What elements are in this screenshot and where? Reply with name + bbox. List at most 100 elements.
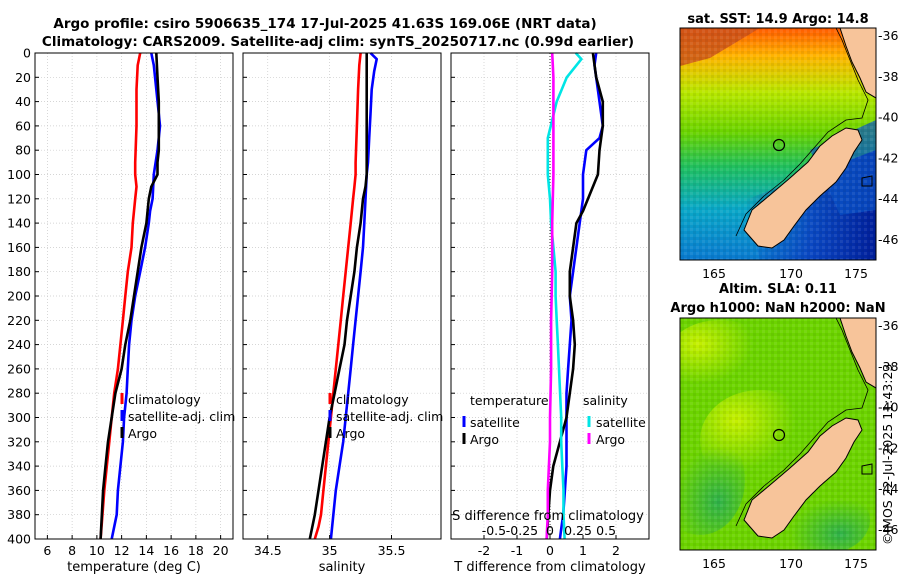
sla-map-lon-tick: 175 bbox=[844, 556, 868, 571]
sst-map-frame bbox=[679, 27, 877, 261]
temperature-legend-label: Argo bbox=[128, 426, 157, 441]
difference-xtick-label: -2 bbox=[478, 543, 490, 558]
s-difference-label: S difference from climatology bbox=[452, 509, 644, 524]
salinity-xtick-label: 35.5 bbox=[378, 543, 406, 558]
sst-map-lon-tick: 165 bbox=[702, 266, 726, 281]
chatham-marker-2 bbox=[861, 463, 873, 475]
salinity-legend-label: satellite-adj. clim bbox=[336, 409, 443, 424]
sla-map-lon-tick: 170 bbox=[779, 556, 803, 571]
chatham-marker bbox=[861, 175, 873, 187]
sla-map-lat-tick: -36 bbox=[878, 318, 898, 333]
south-island-land-2 bbox=[743, 417, 863, 539]
ytick-label: 120 bbox=[7, 191, 31, 206]
ytick-label: 100 bbox=[7, 167, 31, 182]
diff-legend-salinity-title: salinity bbox=[583, 393, 628, 408]
ytick-label: 360 bbox=[7, 483, 31, 498]
s-difference-tick-label: 0.5 bbox=[596, 523, 616, 538]
ytick-label: 60 bbox=[15, 118, 31, 133]
salinity-series-satellite-adj-clim bbox=[329, 52, 379, 540]
difference-xtick-label: 1 bbox=[579, 543, 587, 558]
temperature-xtick-label: 10 bbox=[89, 543, 105, 558]
map-ticks: 165 170 175 -36 -38 -40 -42 -44 -46 165 170 175 -36 -… bbox=[702, 28, 898, 571]
sla-map-lat-tick: -40 bbox=[878, 400, 898, 415]
sst-map-lat-tick: -40 bbox=[878, 110, 898, 125]
s-difference-tick-label: -0.5 bbox=[482, 523, 506, 538]
temperature-xtick-label: 20 bbox=[213, 543, 229, 558]
sst-shelf-contour bbox=[735, 28, 869, 237]
ytick-label: 340 bbox=[7, 459, 31, 474]
sla-map-lat-tick: -44 bbox=[878, 481, 898, 496]
sst-map-lat-tick: -46 bbox=[878, 232, 898, 247]
diff-legend-temperature-title: temperature bbox=[470, 393, 549, 408]
sla-map-lon-tick: 165 bbox=[702, 556, 726, 571]
sst-map-lat-tick: -38 bbox=[878, 69, 898, 84]
ytick-label: 140 bbox=[7, 216, 31, 231]
difference-profile-panel: -2 -1 0 1 2 T difference from climatology temp… bbox=[450, 52, 650, 575]
sst-map bbox=[680, 28, 876, 260]
difference-series-s-argo bbox=[545, 52, 555, 540]
ytick-label: 380 bbox=[7, 507, 31, 522]
ytick-label: 200 bbox=[7, 289, 31, 304]
temperature-legend-label: climatology bbox=[128, 392, 201, 407]
figure-title-line1: Argo profile: csiro 5906635_174 17-Jul-2… bbox=[53, 16, 596, 32]
sst-map-lat-tick: -44 bbox=[878, 191, 898, 206]
sla-map-title-line2: Argo h1000: NaN h2000: NaN bbox=[670, 301, 885, 316]
sla-map bbox=[680, 318, 876, 550]
ytick-label: 280 bbox=[7, 386, 31, 401]
sla-map-lat-tick: -38 bbox=[878, 359, 898, 374]
sla-map-lat-tick: -42 bbox=[878, 440, 898, 455]
sla-map-frame bbox=[679, 317, 877, 551]
salinity-series-argo bbox=[308, 53, 369, 540]
salinity-xtick-label: 34.5 bbox=[254, 543, 282, 558]
sla-shelf-contour bbox=[735, 318, 869, 527]
ytick-label: 0 bbox=[23, 46, 31, 61]
salinity-profile-panel: 34.5 35 35.5 salinity climatology satellite-a… bbox=[242, 52, 443, 575]
sst-map-lat-tick: -36 bbox=[878, 28, 898, 43]
ytick-label: 40 bbox=[15, 94, 31, 109]
difference-xlabel: T difference from climatology bbox=[453, 560, 646, 575]
temperature-xtick-label: 12 bbox=[114, 543, 130, 558]
temperature-profile-panel: 6 8 10 12 14 16 18 2002040608010012014016018020… bbox=[7, 46, 235, 576]
figure-title-line2: Climatology: CARS2009. Satellite-adj cli… bbox=[42, 34, 634, 50]
salinity-xlabel: salinity bbox=[319, 560, 366, 575]
argo-location-marker bbox=[772, 138, 786, 152]
sla-map-lat-tick: -46 bbox=[878, 522, 898, 537]
salinity-legend-label: Argo bbox=[336, 426, 365, 441]
ytick-label: 240 bbox=[7, 337, 31, 352]
temperature-xtick-label: 18 bbox=[188, 543, 204, 558]
ytick-label: 160 bbox=[7, 240, 31, 255]
difference-xtick-label: 2 bbox=[612, 543, 620, 558]
ytick-label: 80 bbox=[15, 143, 31, 158]
temperature-legend-label: satellite-adj. clim bbox=[128, 409, 235, 424]
s-difference-tick-label: -0.25 bbox=[506, 523, 538, 538]
difference-xtick-label: 0 bbox=[546, 543, 554, 558]
ytick-label: 20 bbox=[15, 70, 31, 85]
diff-legend-label: Argo bbox=[596, 432, 625, 447]
sst-map-lon-tick: 175 bbox=[844, 266, 868, 281]
north-island-land bbox=[839, 28, 876, 99]
south-island-land bbox=[743, 127, 863, 249]
ytick-label: 400 bbox=[7, 532, 31, 547]
sst-map-lon-tick: 170 bbox=[779, 266, 803, 281]
salinity-legend-label: climatology bbox=[336, 392, 409, 407]
salinity-series-climatology bbox=[313, 52, 362, 540]
diff-legend-label: satellite bbox=[596, 415, 646, 430]
ytick-label: 180 bbox=[7, 264, 31, 279]
ytick-label: 220 bbox=[7, 313, 31, 328]
copyright-stamp: ©IMOS 22-Jul-2025 11:43:23 bbox=[880, 364, 895, 545]
temperature-xtick-label: 6 bbox=[43, 543, 51, 558]
s-difference-tick-label: 0.25 bbox=[564, 523, 592, 538]
temperature-xlabel: temperature (deg C) bbox=[67, 560, 201, 575]
sst-map-title: sat. SST: 14.9 Argo: 14.8 bbox=[687, 12, 868, 27]
ytick-label: 300 bbox=[7, 410, 31, 425]
s-difference-tick-label: 0 bbox=[546, 523, 554, 538]
diff-legend-label: Argo bbox=[470, 432, 499, 447]
temperature-xtick-label: 8 bbox=[68, 543, 76, 558]
salinity-xtick-label: 35 bbox=[322, 543, 338, 558]
difference-xtick-label: -1 bbox=[511, 543, 523, 558]
temperature-series-argo bbox=[99, 52, 161, 540]
sst-map-lat-tick: -42 bbox=[878, 150, 898, 165]
ytick-label: 260 bbox=[7, 361, 31, 376]
temperature-xtick-label: 16 bbox=[163, 543, 179, 558]
